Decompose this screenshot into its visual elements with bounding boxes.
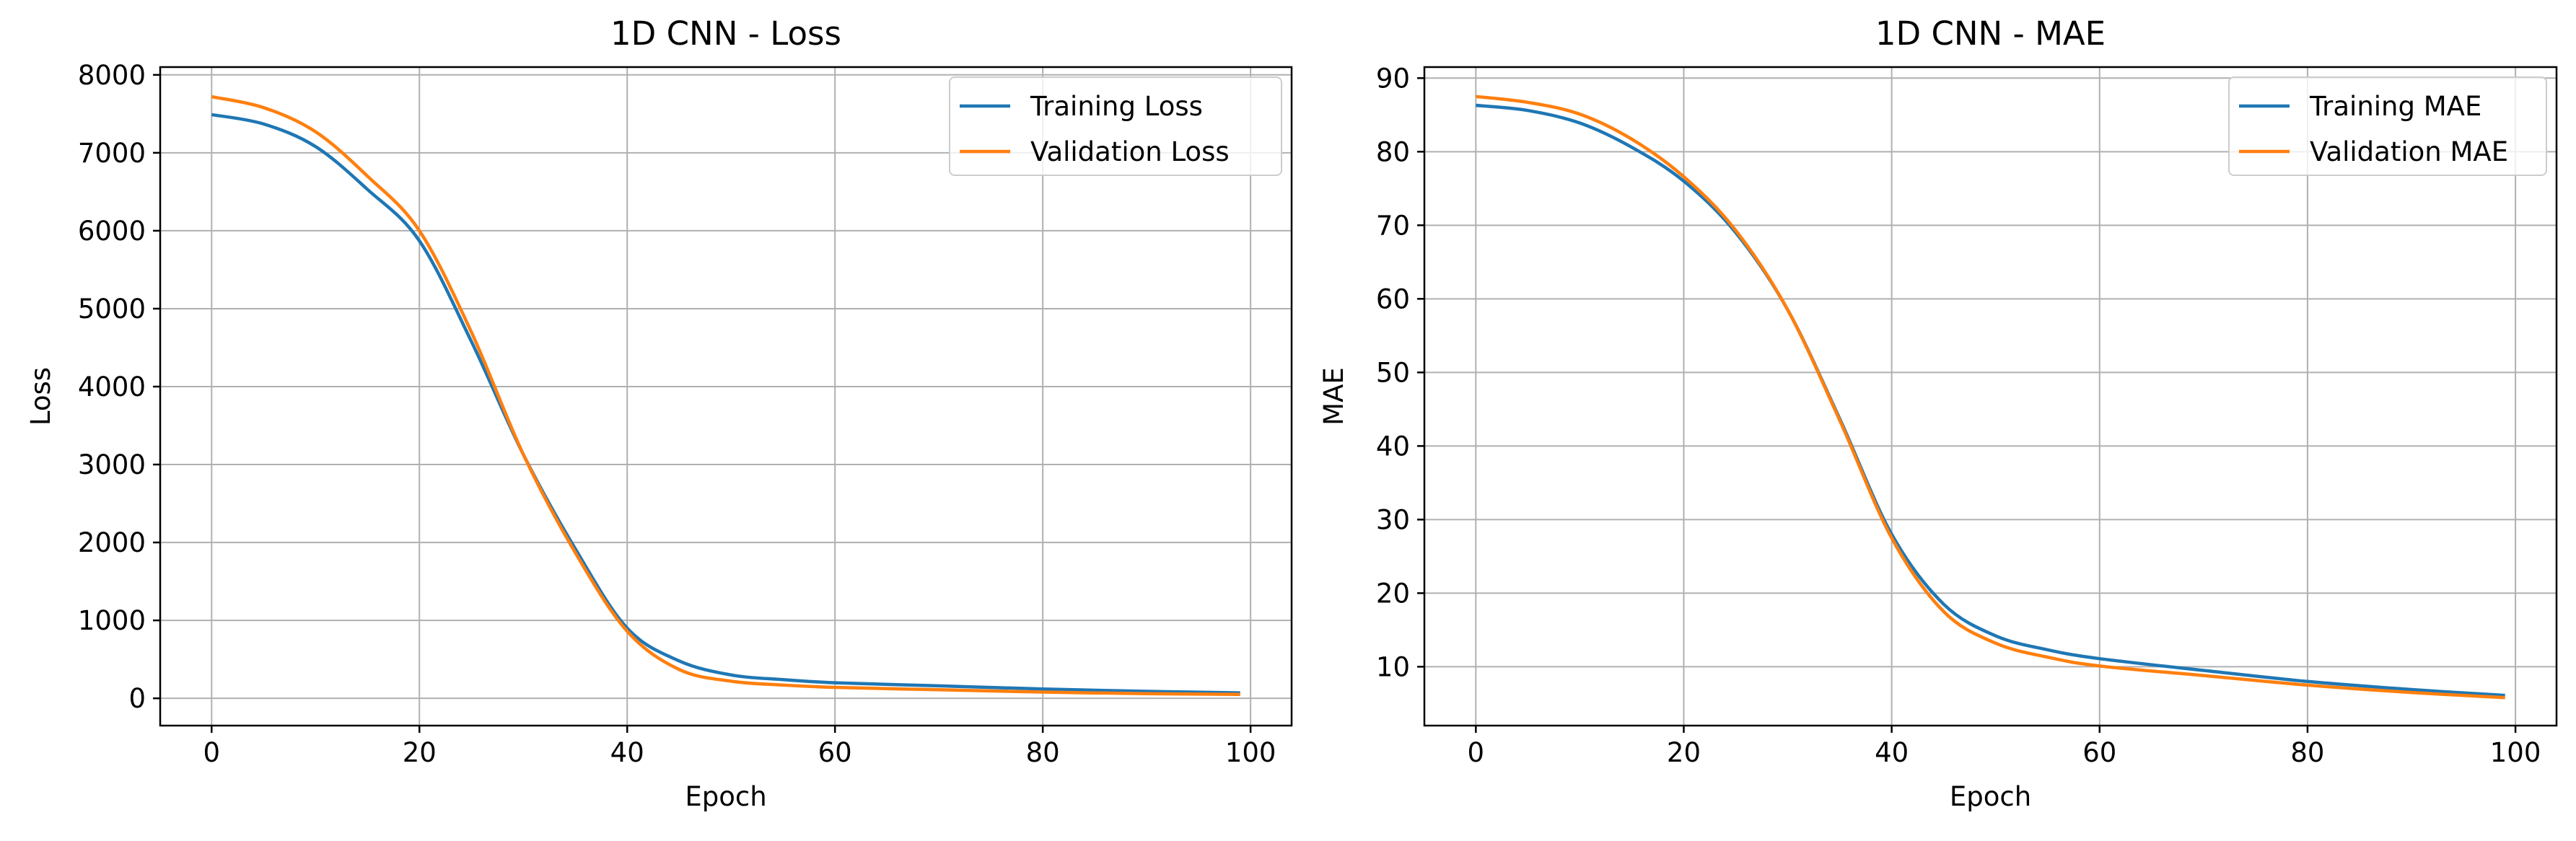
x-tick-label: 60 (2082, 737, 2116, 768)
y-tick-label: 5000 (78, 294, 146, 325)
y-tick-label: 0 (128, 683, 146, 714)
x-tick-label: 0 (1468, 737, 1485, 768)
y-tick-label: 20 (1376, 578, 1410, 609)
legend-label: Training MAE (2309, 91, 2481, 122)
x-axis-label: Epoch (685, 781, 766, 812)
y-tick-label: 40 (1376, 431, 1410, 462)
legend-label: Validation MAE (2310, 136, 2508, 167)
legend-box (949, 76, 1282, 176)
y-tick-label: 60 (1376, 283, 1410, 314)
series-line-validation-loss (211, 94, 1240, 697)
legend-label: Validation Loss (1030, 136, 1230, 167)
x-tick-label: 40 (1875, 737, 1909, 768)
chart-title: 1D CNN - Loss (610, 14, 841, 53)
y-tick-label: 80 (1376, 136, 1410, 167)
legend-box (2228, 76, 2547, 176)
x-tick-label: 60 (818, 737, 852, 768)
x-tick-label: 40 (610, 737, 644, 768)
y-tick-label: 70 (1376, 210, 1410, 241)
y-tick-label: 1000 (78, 605, 146, 636)
x-tick-label: 20 (403, 737, 437, 768)
x-tick-label: 80 (1026, 737, 1060, 768)
x-tick-label: 100 (2490, 737, 2541, 768)
y-tick-label: 10 (1376, 651, 1410, 682)
y-axis-label: MAE (1318, 367, 1349, 426)
y-tick-label: 6000 (78, 216, 146, 247)
x-tick-label: 100 (1225, 737, 1276, 768)
y-tick-label: 30 (1376, 504, 1410, 535)
y-tick-label: 2000 (78, 527, 146, 558)
x-axis-label: Epoch (1950, 781, 2031, 812)
y-tick-label: 8000 (78, 60, 146, 91)
y-tick-label: 3000 (78, 449, 146, 480)
x-tick-label: 80 (2290, 737, 2324, 768)
series-line-training-mae (1476, 103, 2505, 697)
y-tick-label: 7000 (78, 138, 146, 169)
y-tick-label: 90 (1376, 63, 1410, 94)
y-tick-label: 50 (1376, 357, 1410, 388)
y-tick-label: 4000 (78, 371, 146, 402)
axes-frame (159, 66, 1293, 727)
axes-frame (1423, 66, 2558, 727)
x-tick-label: 0 (203, 737, 220, 768)
legend-label: Training Loss (1030, 91, 1203, 122)
chart-title: 1D CNN - MAE (1875, 14, 2106, 53)
y-axis-label: Loss (25, 367, 56, 426)
series-line-validation-mae (1476, 94, 2505, 700)
series-line-training-loss (211, 113, 1240, 695)
x-tick-label: 20 (1667, 737, 1701, 768)
